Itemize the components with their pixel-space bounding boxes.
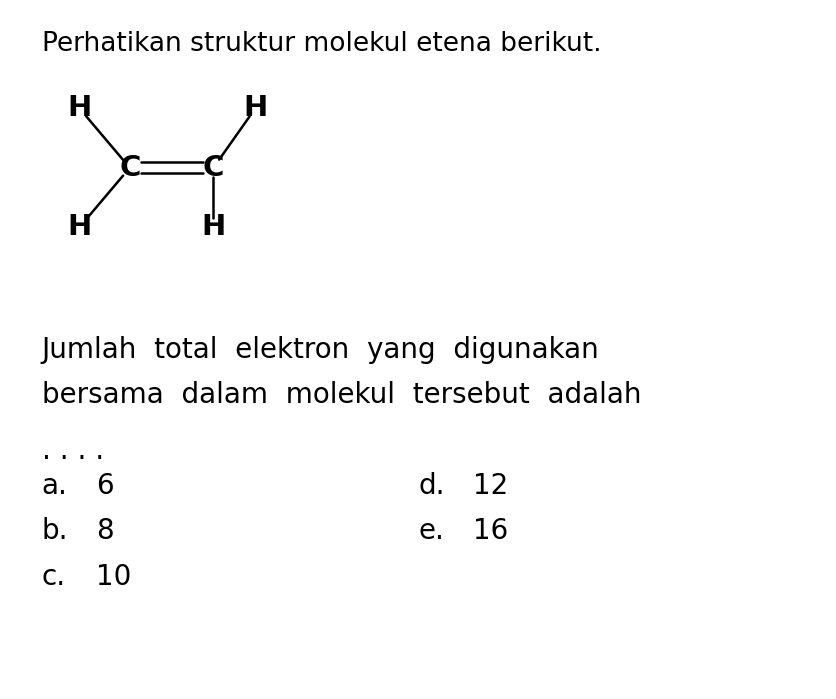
- Text: bersama  dalam  molekul  tersebut  adalah: bersama dalam molekul tersebut adalah: [42, 381, 640, 409]
- Text: Jumlah  total  elektron  yang  digunakan: Jumlah total elektron yang digunakan: [42, 336, 599, 363]
- Text: . . . .: . . . .: [42, 437, 104, 465]
- Text: H: H: [68, 213, 91, 241]
- Text: b.: b.: [42, 517, 69, 545]
- Text: c.: c.: [42, 563, 66, 591]
- Text: H: H: [243, 94, 267, 122]
- Text: 12: 12: [472, 472, 507, 500]
- Text: 10: 10: [96, 563, 131, 591]
- Text: 16: 16: [472, 517, 507, 545]
- Text: 8: 8: [96, 517, 114, 545]
- Text: 6: 6: [96, 472, 114, 500]
- Text: H: H: [68, 94, 91, 122]
- Text: d.: d.: [418, 472, 445, 500]
- Text: C: C: [119, 154, 140, 182]
- Text: C: C: [202, 154, 224, 182]
- Text: H: H: [201, 213, 225, 241]
- Text: Perhatikan struktur molekul etena berikut.: Perhatikan struktur molekul etena beriku…: [42, 31, 601, 57]
- Text: e.: e.: [418, 517, 444, 545]
- Text: a.: a.: [42, 472, 68, 500]
